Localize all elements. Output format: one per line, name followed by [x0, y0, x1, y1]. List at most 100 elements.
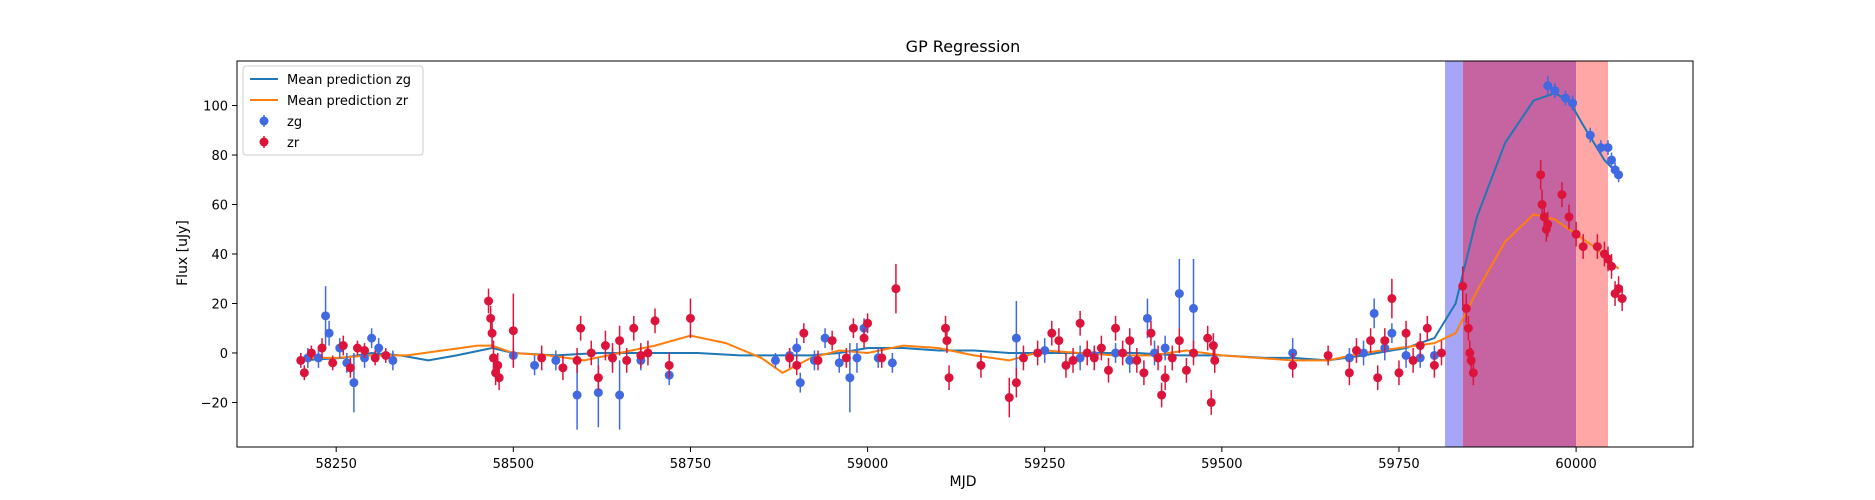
- data-point: [1103, 365, 1113, 375]
- data-point: [1592, 242, 1602, 252]
- data-point: [1075, 318, 1085, 328]
- data-point: [1560, 93, 1570, 103]
- data-point: [1132, 355, 1142, 365]
- legend: Mean prediction zg Mean prediction zr zg zr: [242, 65, 424, 156]
- data-point: [1181, 365, 1191, 375]
- data-point: [317, 343, 327, 353]
- data-point: [770, 355, 780, 365]
- data-point: [306, 348, 316, 358]
- data-point: [1401, 328, 1411, 338]
- data-point: [508, 326, 518, 336]
- legend-box: [242, 65, 424, 156]
- data-point: [848, 323, 858, 333]
- data-point: [1160, 373, 1170, 383]
- data-point: [799, 328, 809, 338]
- data-point: [1111, 348, 1121, 358]
- data-point: [622, 355, 632, 365]
- data-point: [636, 350, 646, 360]
- data-point: [487, 328, 497, 338]
- data-point: [1415, 341, 1425, 351]
- data-point: [685, 313, 695, 323]
- data-point: [338, 341, 348, 351]
- data-point: [1157, 390, 1167, 400]
- data-point: [1111, 323, 1121, 333]
- chart-title: GP Regression: [906, 37, 1021, 56]
- data-point: [859, 333, 869, 343]
- data-point: [1603, 254, 1613, 264]
- data-point: [1536, 170, 1546, 180]
- data-point: [1188, 303, 1198, 313]
- data-point: [600, 341, 610, 351]
- y-axis-label: Flux [uJy]: [175, 220, 191, 286]
- data-point: [576, 323, 586, 333]
- data-point: [795, 378, 805, 388]
- data-point: [827, 336, 837, 346]
- data-point: [1585, 130, 1595, 140]
- data-point: [1075, 353, 1085, 363]
- data-point: [1568, 98, 1578, 108]
- legend-swatch-marker: [259, 116, 269, 126]
- data-point: [1543, 81, 1553, 91]
- data-point: [1571, 229, 1581, 239]
- data-point: [349, 378, 359, 388]
- data-point: [1578, 242, 1588, 252]
- data-point: [1139, 368, 1149, 378]
- data-point: [1040, 346, 1050, 355]
- x-axis-label: MJD: [950, 474, 977, 490]
- legend-label: zr: [287, 136, 300, 151]
- data-point: [1408, 355, 1418, 365]
- data-point: [976, 360, 986, 370]
- legend-label: Mean prediction zg: [287, 73, 411, 88]
- data-point: [941, 323, 951, 333]
- data-point: [1461, 303, 1471, 313]
- data-point: [493, 360, 503, 370]
- data-point: [608, 353, 618, 363]
- x-tick-label: 58500: [493, 457, 534, 472]
- legend-label: Mean prediction zr: [287, 94, 409, 109]
- data-point: [1380, 336, 1390, 346]
- y-tick-label: 60: [211, 199, 228, 214]
- data-point: [1607, 155, 1617, 165]
- data-point: [1607, 261, 1617, 271]
- data-point: [1068, 355, 1078, 365]
- shaded-region-2: [1462, 61, 1577, 447]
- data-point: [1373, 373, 1383, 383]
- y-tick-label: 0: [220, 347, 228, 362]
- data-point: [1401, 350, 1411, 360]
- x-tick-label: 59250: [1024, 457, 1065, 472]
- data-point: [1174, 289, 1184, 299]
- data-point: [1210, 355, 1220, 365]
- data-point: [324, 328, 334, 338]
- data-point: [1351, 346, 1361, 355]
- y-tick-label: −20: [201, 396, 228, 411]
- data-point: [1394, 368, 1404, 378]
- data-point: [558, 363, 568, 373]
- data-point: [1174, 336, 1184, 346]
- data-point: [321, 311, 331, 321]
- data-point: [1047, 328, 1057, 338]
- data-point: [1153, 353, 1163, 363]
- data-point: [1096, 343, 1106, 353]
- y-axis-ticks: −20 0 20 40 60 80 100: [201, 100, 237, 411]
- data-point: [388, 355, 398, 365]
- data-point: [1167, 353, 1177, 363]
- data-point: [629, 323, 639, 333]
- plot-marks: [296, 75, 1627, 430]
- data-point: [1054, 336, 1064, 346]
- data-point: [593, 388, 603, 398]
- data-point: [1146, 328, 1156, 338]
- shaded-region-1: [1445, 61, 1463, 447]
- data-point: [664, 360, 674, 370]
- y-tick-label: 100: [203, 100, 228, 115]
- data-point: [367, 333, 377, 343]
- data-point: [1004, 393, 1014, 403]
- data-point: [615, 390, 625, 400]
- data-point: [650, 316, 660, 326]
- data-point: [1359, 348, 1369, 358]
- data-point: [1203, 333, 1213, 343]
- data-point: [944, 373, 954, 383]
- data-point: [494, 373, 504, 383]
- y-tick-label: 20: [211, 297, 228, 312]
- data-point: [593, 373, 603, 383]
- data-point: [1125, 355, 1135, 365]
